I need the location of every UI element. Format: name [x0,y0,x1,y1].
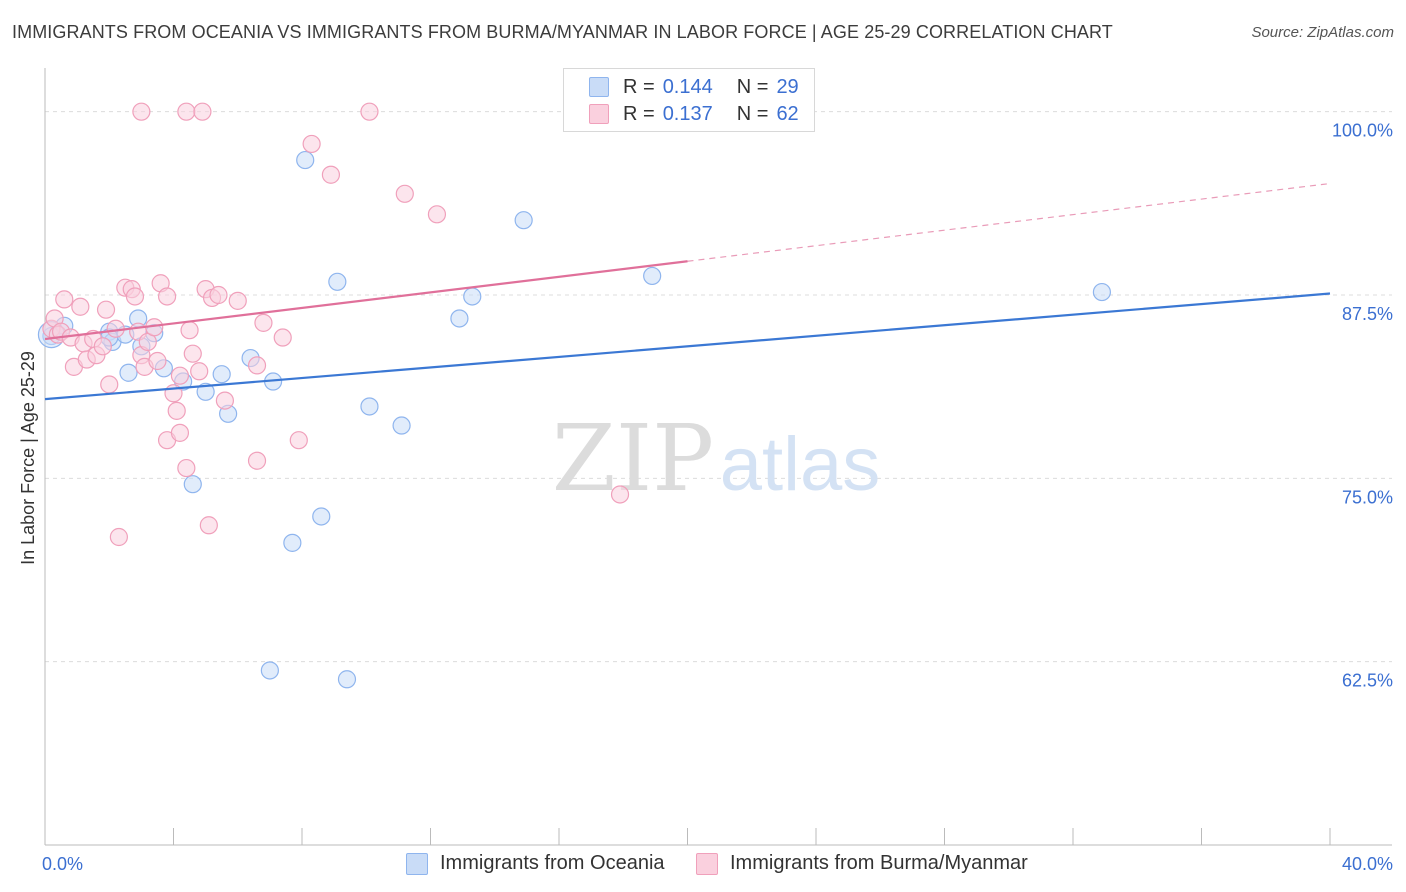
bottom-legend-label-oceania: Immigrants from Oceania [440,852,665,874]
point-burma [273,328,292,347]
legend-n-value: 62 [776,102,799,125]
legend-n-label: N = [736,75,769,98]
legend-r-value: 0.144 [662,75,713,98]
y-tick-label: 75.0% [1342,487,1393,507]
point-oceania [196,382,215,401]
point-burma [109,527,128,547]
trend-line-oceania [44,292,1331,401]
trend-line-burma [44,260,688,341]
point-burma [610,485,630,504]
point-oceania [360,397,379,416]
point-burma [190,362,209,381]
point-burma [157,287,177,306]
x-tick-label: 0.0% [42,854,83,874]
legend-r-value: 0.137 [662,102,713,125]
point-burma [170,366,190,385]
point-oceania [296,150,315,170]
point-oceania [283,533,302,552]
point-burma [247,356,267,375]
bottom-legend-swatch-oceania [406,852,428,875]
point-burma [177,458,196,478]
gridlines [45,111,1392,663]
trend-lines [44,182,1331,401]
point-oceania [328,272,347,291]
point-oceania [183,475,202,494]
point-oceania [643,266,662,286]
y-tick-label: 62.5% [1342,671,1393,691]
point-burma [170,423,190,442]
legend-swatch-burma [589,104,609,124]
point-oceania [463,287,482,306]
legend-r-label: R = [623,75,655,98]
bottom-legend-burma: Immigrants from Burma/Myanmar [696,852,1028,875]
point-burma [228,291,247,310]
point-burma [177,102,196,121]
legend-r-label: R = [623,102,655,125]
point-oceania [1092,282,1112,302]
legend-row-oceania: R = 0.144 N = 29 [589,75,799,99]
point-burma [254,313,273,332]
point-burma [96,300,116,319]
point-burma [199,516,218,535]
legend-n-value: 29 [776,75,799,98]
y-tick-label: 87.5% [1342,304,1393,324]
legend-n-label: N = [736,102,769,125]
point-burma [183,344,202,363]
axes: 100.0% 87.5% 75.0% 62.5% 0.0% 40.0% [42,68,1393,874]
point-oceania [337,670,357,689]
point-burma [321,165,341,184]
point-burma [167,401,186,420]
bottom-legend-oceania: Immigrants from Oceania [406,852,665,875]
point-burma [71,297,90,316]
point-oceania [212,365,231,384]
watermark-atlas: atlas [720,422,881,507]
point-burma [289,431,308,450]
point-oceania [119,363,138,382]
y-tick-label: 100.0% [1332,121,1393,141]
point-oceania [312,507,331,526]
y-axis-label: In Labor Force | Age 25-29 [18,351,38,565]
watermark-zip: ZIP [552,405,714,512]
point-oceania [392,416,411,435]
point-burma [193,102,212,121]
point-burma [395,184,414,203]
source-credit: Source: ZipAtlas.com [1251,24,1394,41]
point-burma [93,337,112,356]
point-burma [125,287,145,306]
point-oceania [450,309,469,328]
point-burma [247,451,267,470]
point-burma [180,321,199,340]
bottom-legend-label-burma: Immigrants from Burma/Myanmar [730,852,1028,874]
watermark: ZIP atlas [552,405,880,512]
x-tick-label: 40.0% [1342,854,1393,874]
point-burma [215,391,234,410]
data-points [37,102,1112,689]
point-burma [55,290,74,309]
point-burma [132,102,151,121]
point-burma [302,134,321,154]
point-oceania [514,211,533,230]
point-burma [427,205,447,224]
bottom-legend-swatch-burma [696,852,718,875]
trend-line-burma-extension [687,182,1331,262]
chart-title: IMMIGRANTS FROM OCEANIA VS IMMIGRANTS FR… [12,22,1113,42]
point-burma [360,102,379,121]
point-oceania [260,661,279,680]
legend-row-burma: R = 0.137 N = 62 [589,102,799,126]
legend-swatch-oceania [589,77,609,97]
correlation-legend: R = 0.144 N = 29 R = 0.137 N = 62 [563,68,815,132]
point-burma [209,285,228,305]
point-burma [148,351,167,371]
point-burma [100,375,119,394]
